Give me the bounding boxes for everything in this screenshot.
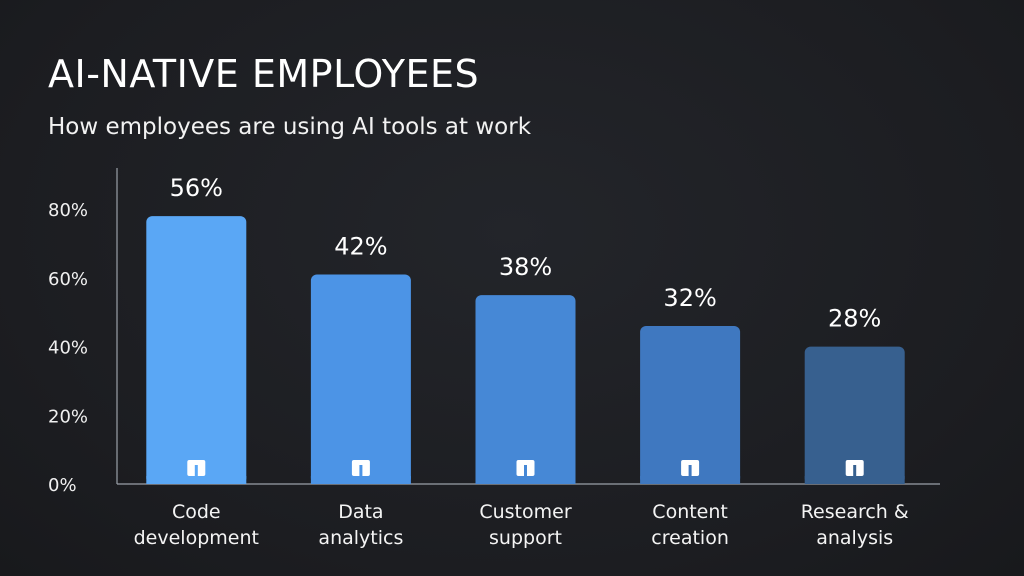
- x-tick-label: creation: [651, 527, 729, 549]
- bar-chart-icon: [845, 460, 864, 476]
- data-label: 28%: [828, 305, 881, 333]
- y-tick-label: 60%: [48, 269, 88, 290]
- bar-chart-icon: [681, 460, 700, 476]
- data-label: 56%: [170, 174, 223, 202]
- x-tick-label: Research &: [801, 501, 909, 523]
- x-tick-label: support: [489, 527, 562, 549]
- y-tick-label: 40%: [48, 338, 88, 359]
- x-tick-label: analytics: [318, 527, 403, 549]
- y-tick-label: 20%: [48, 406, 88, 427]
- bar: [146, 216, 247, 484]
- bar-base: [475, 476, 576, 484]
- data-label: 42%: [334, 232, 387, 260]
- x-tick-label: analysis: [816, 527, 893, 549]
- bar: [640, 326, 741, 484]
- x-tick-label: Content: [652, 501, 728, 523]
- bar-base: [146, 476, 247, 484]
- bar: [310, 274, 411, 484]
- bar-chart-icon: [516, 460, 535, 476]
- data-label: 38%: [499, 253, 552, 281]
- bar: [475, 295, 576, 484]
- bar-base: [804, 476, 905, 484]
- data-label: 32%: [663, 284, 716, 312]
- x-tick-label: Code: [172, 501, 221, 523]
- x-tick-label: Data: [338, 501, 383, 523]
- y-tick-label: 80%: [48, 200, 88, 221]
- bar: [804, 346, 905, 484]
- chart-title: AI-NATIVE EMPLOYEES: [48, 52, 480, 96]
- y-tick-label: 0%: [48, 475, 77, 496]
- bar-chart-icon: [187, 460, 206, 476]
- x-tick-label: development: [134, 527, 259, 549]
- bar-base: [640, 476, 741, 484]
- bar-base: [310, 476, 411, 484]
- x-tick-label: Customer: [479, 501, 571, 523]
- chart-subtitle: How employees are using AI tools at work: [48, 114, 532, 140]
- bar-chart-icon: [351, 460, 370, 476]
